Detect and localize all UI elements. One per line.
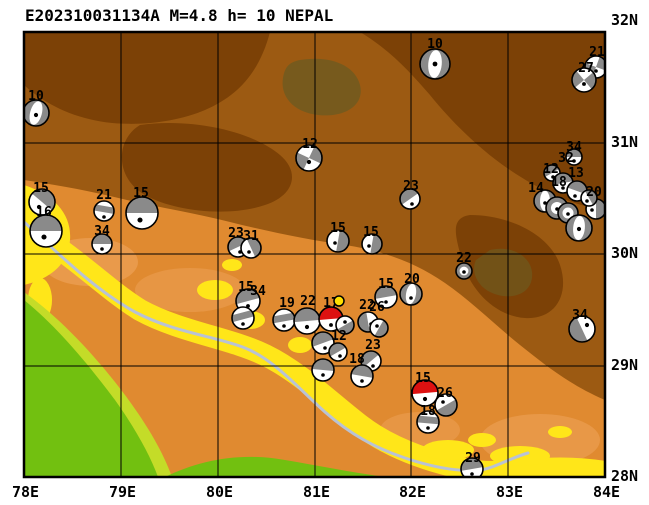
focal-mechanism-ball [311,358,335,382]
depth-label: 15 [415,371,431,386]
focal-mechanism-ball [93,200,115,222]
focal-mechanism-ball [568,315,596,343]
focal-mechanism-ball [460,457,484,477]
longitude-tick-label: 82E [399,483,426,501]
depth-label: 34 [566,140,582,155]
latitude-tick-label: 30N [611,244,638,262]
focal-mechanism-ball [350,364,374,388]
graticule-grid [24,32,605,477]
focal-mechanism-layer [24,48,605,477]
depth-label: 22 [359,298,375,313]
focal-mechanism-ball [434,393,458,417]
focal-mechanism-ball [335,315,355,335]
depth-label: 19 [279,296,295,311]
focal-mechanism-ball [455,262,473,280]
map-frame [22,30,607,479]
longitude-tick-label: 78E [12,483,39,501]
depth-label: 16 [36,205,52,220]
focal-mechanism-ball [293,307,321,335]
longitude-tick-label: 84E [593,483,620,501]
depth-label: 20 [586,185,602,200]
focal-mechanism-ball [565,214,593,242]
depth-label: 23 [365,338,381,353]
depth-label: 29 [465,451,481,466]
focal-mechanism-ball [230,306,255,330]
depth-label: 26 [437,386,453,401]
latitude-tick-label: 29N [611,356,638,374]
focal-mechanism-ball [416,410,440,434]
longitude-axis: 78E 79E 80E 81E 82E 83E 84E [12,483,620,501]
depth-label: 15 [238,280,254,295]
depth-label: 18 [551,175,567,190]
focal-mechanism-ball [361,233,383,255]
longitude-tick-label: 80E [206,483,233,501]
depth-label: 18 [420,404,436,419]
depth-label: 27 [578,61,594,76]
focal-mechanism-ball [311,331,335,355]
depth-label: 14 [528,181,544,196]
focal-mechanism-ball [374,285,398,309]
focal-mechanism-ball [580,189,598,207]
focal-mechanism-ball [419,48,451,80]
longitude-tick-label: 81E [303,483,330,501]
focal-mechanism-ball [272,308,296,332]
longitude-tick-label: 79E [109,483,136,501]
depth-label: 22 [456,251,472,266]
focal-mechanism-ball [369,318,389,338]
depth-label: 32 [558,151,574,166]
focal-mechanism-ball [326,229,350,253]
depth-label: 23 [228,226,244,241]
latitude-tick-label: 28N [611,467,638,485]
focal-mechanism-ball [565,148,583,166]
depth-label: 12 [302,137,318,152]
depth-label: 10 [28,89,44,104]
depth-label: 23 [403,179,419,194]
focal-mechanism-ball [125,196,159,230]
depth-label: 18 [349,352,365,367]
depth-label: 34 [94,224,110,239]
page-title: E202310031134A M=4.8 h= 10 NEPAL [25,6,333,25]
depth-label: 12 [543,162,559,177]
latitude-tick-label: 32N [611,11,638,29]
focal-mechanism-ball [399,282,423,306]
depth-label: 21 [96,188,112,203]
depth-label: 22 [300,294,316,309]
depth-label: 13 [568,166,584,181]
depth-label: 15 [330,221,346,236]
focal-mechanism-ball [28,188,56,216]
focal-mechanism-ball [295,144,323,172]
focal-mechanism-ball [91,233,113,255]
focal-mechanism-ball [411,379,439,407]
depth-label: 12 [331,329,347,344]
depth-label: 26 [369,300,385,315]
epicenter-marker [333,295,345,307]
depth-label: 15 [378,277,394,292]
focal-mechanism-ball [240,237,262,259]
latitude-tick-label: 31N [611,133,638,151]
focal-mechanism-ball [399,188,421,210]
depth-label: 20 [404,272,420,287]
depth-label: 15 [33,181,49,196]
depth-label: 15 [133,186,149,201]
focal-mechanism-ball [328,342,348,362]
depth-label: 21 [589,45,605,60]
latitude-axis: 32N 31N 30N 29N 28N [611,11,638,485]
depth-label: 15 [363,225,379,240]
depth-label: 34 [572,308,588,323]
focal-mechanism-ball [571,67,597,93]
depth-label: 31 [243,229,259,244]
depth-label: 10 [427,37,443,52]
depth-label: 34 [250,284,266,299]
focal-mechanism-ball [29,214,63,248]
focal-mechanism-ball [24,99,50,127]
longitude-tick-label: 83E [496,483,523,501]
